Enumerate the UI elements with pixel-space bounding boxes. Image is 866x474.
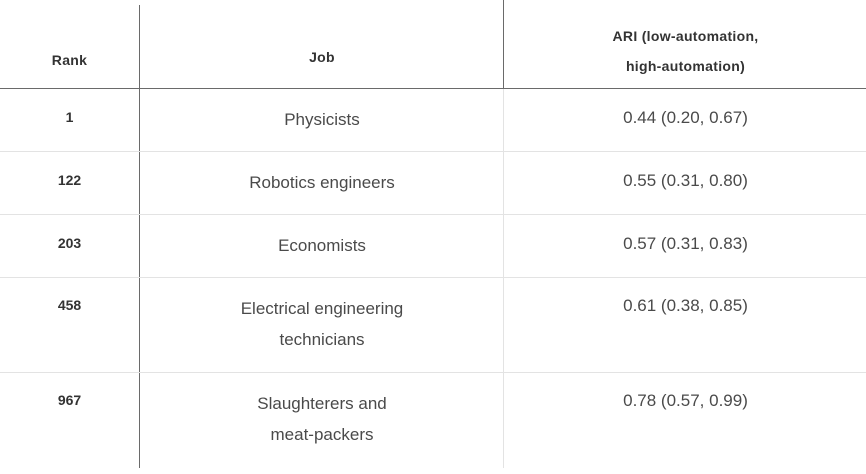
- job-name: Physicists: [284, 110, 360, 129]
- table-row: 203 Economists 0.57 (0.31, 0.83): [0, 215, 866, 278]
- rank-cell: 203: [0, 215, 139, 277]
- job-name-line1: Slaughterers and: [257, 394, 387, 413]
- header-rank-label: Rank: [51, 52, 88, 68]
- table-header-row: Rank Job ARI (low-automation, high-autom…: [0, 0, 866, 89]
- ari-cell: 0.78 (0.57, 0.99): [503, 373, 866, 468]
- ari-value: 0.55 (0.31, 0.80): [623, 171, 748, 190]
- rank-cell: 967: [0, 373, 139, 468]
- header-cell-rank: Rank: [0, 0, 139, 88]
- rank-value: 967: [57, 392, 82, 408]
- job-cell: Physicists: [139, 89, 503, 151]
- job-name: Slaughterers and meat-packers: [140, 388, 504, 450]
- ari-cell: 0.44 (0.20, 0.67): [503, 89, 866, 151]
- rank-value: 458: [57, 297, 82, 313]
- rank-cell: 122: [0, 152, 139, 214]
- header-cell-ari: ARI (low-automation, high-automation): [503, 0, 866, 89]
- table-row: 122 Robotics engineers 0.55 (0.31, 0.80): [0, 152, 866, 215]
- table-row: 458 Electrical engineering technicians 0…: [0, 278, 866, 373]
- rank-cell: 458: [0, 278, 139, 372]
- job-name: Robotics engineers: [249, 173, 395, 192]
- job-name-line2: technicians: [279, 330, 365, 349]
- ari-cell: 0.55 (0.31, 0.80): [503, 152, 866, 214]
- job-name-line1: Electrical engineering: [240, 299, 404, 318]
- ari-value: 0.44 (0.20, 0.67): [623, 108, 748, 127]
- job-name: Electrical engineering technicians: [140, 293, 504, 355]
- rank-value: 1: [65, 109, 74, 125]
- job-cell: Economists: [139, 215, 503, 277]
- job-cell: Electrical engineering technicians: [139, 278, 503, 372]
- header-job-label: Job: [309, 49, 335, 65]
- header-ari-line1: ARI (low-automation,: [612, 28, 759, 44]
- rank-value: 122: [57, 172, 82, 188]
- ari-value: 0.61 (0.38, 0.85): [623, 296, 748, 315]
- rank-cell: 1: [0, 89, 139, 151]
- header-ari-line2: high-automation): [625, 58, 746, 74]
- table-row: 1 Physicists 0.44 (0.20, 0.67): [0, 89, 866, 152]
- rank-value: 203: [57, 235, 82, 251]
- ari-value: 0.57 (0.31, 0.83): [623, 234, 748, 253]
- table-row: 967 Slaughterers and meat-packers 0.78 (…: [0, 373, 866, 468]
- job-cell: Slaughterers and meat-packers: [139, 373, 503, 468]
- ari-value: 0.78 (0.57, 0.99): [623, 391, 748, 410]
- job-name: Economists: [278, 236, 366, 255]
- header-cell-job: Job: [139, 5, 503, 89]
- ari-cell: 0.57 (0.31, 0.83): [503, 215, 866, 277]
- job-name-line2: meat-packers: [270, 425, 374, 444]
- job-cell: Robotics engineers: [139, 152, 503, 214]
- header-ari-label: ARI (low-automation, high-automation): [504, 21, 866, 81]
- ari-cell: 0.61 (0.38, 0.85): [503, 278, 866, 372]
